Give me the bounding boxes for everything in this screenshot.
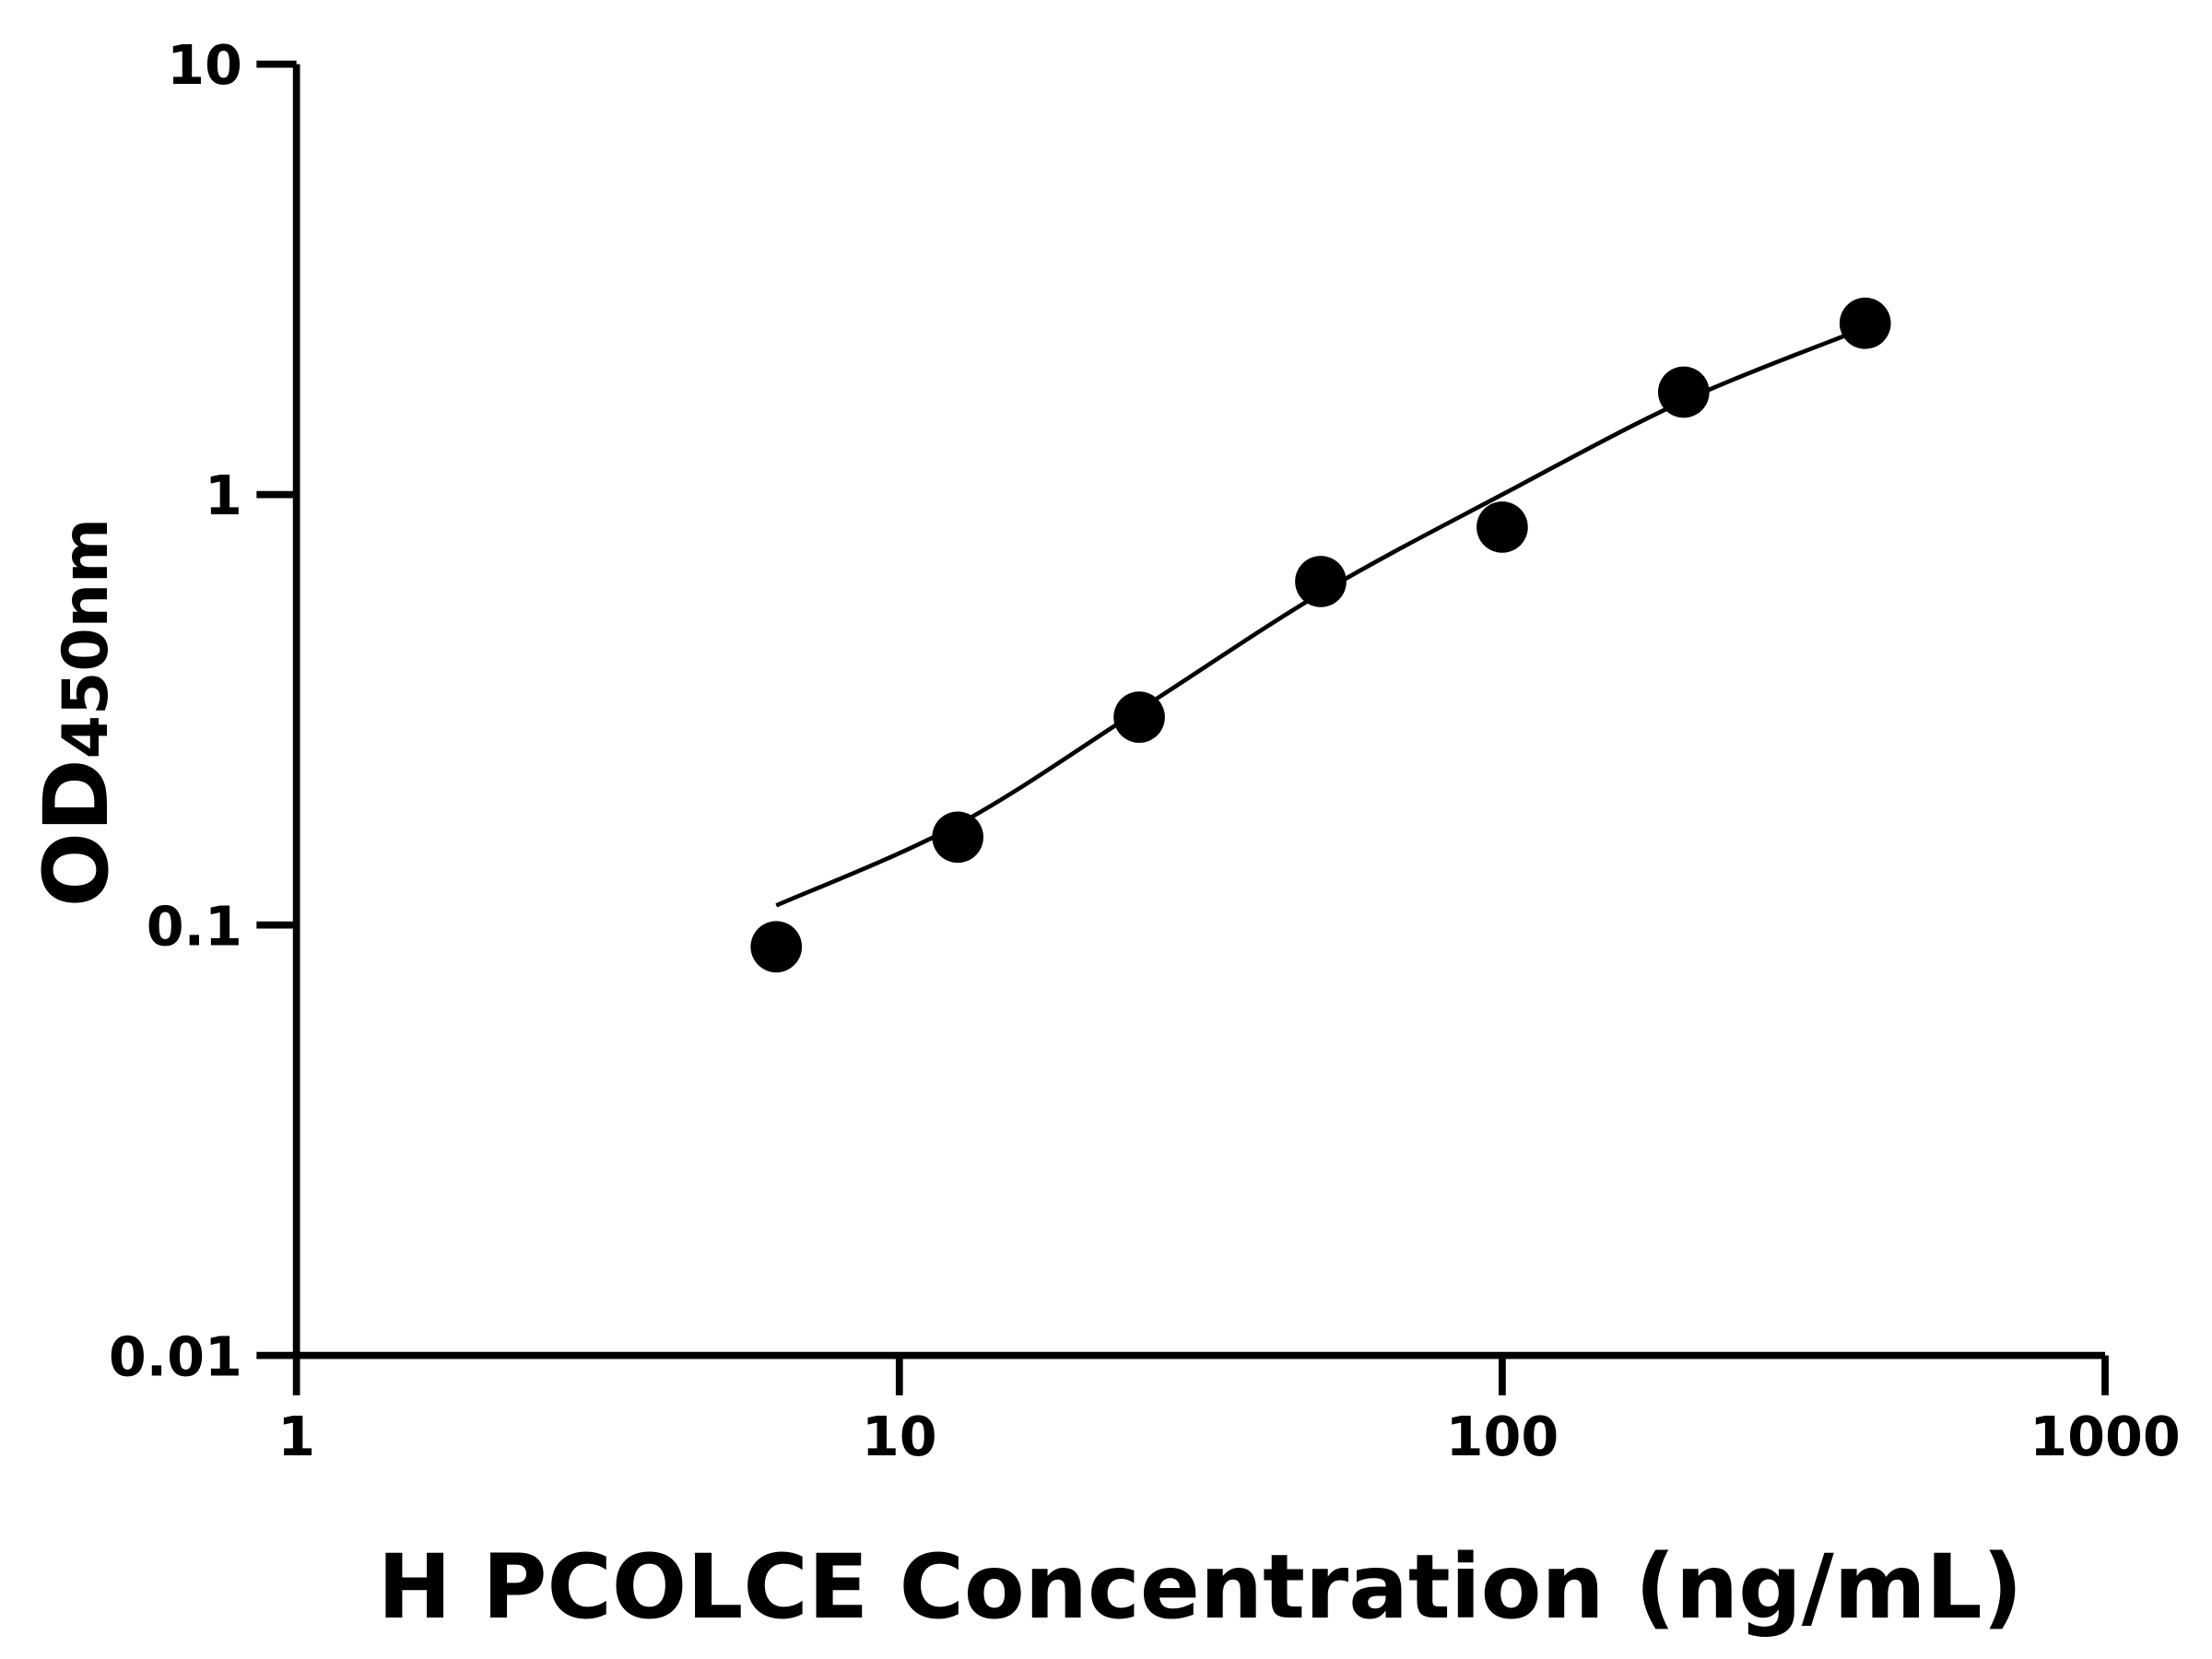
data-points	[750, 297, 1891, 973]
data-point	[1113, 691, 1165, 743]
y-tick-label: 0.1	[147, 894, 242, 958]
y-tick-label: 10	[167, 33, 242, 97]
x-tick-label: 1	[277, 1405, 315, 1468]
data-point	[1295, 556, 1347, 607]
y-axis-label: OD450nm	[25, 518, 128, 907]
y-axis-label-sub: 450nm	[50, 518, 123, 759]
x-tick-label: 1000	[2030, 1405, 2181, 1468]
data-point	[932, 811, 983, 864]
data-point	[1839, 297, 1891, 349]
axes	[292, 64, 2106, 1359]
data-point	[1477, 501, 1528, 553]
x-axis-label: H PCOLCE Concentration (ng/mL)	[378, 1535, 2023, 1639]
y-tick-label: 0.01	[109, 1324, 242, 1388]
data-point	[750, 921, 803, 973]
y-tick-label: 1	[205, 464, 242, 527]
ticks: 1 10 100 1000 0.01 0.1 1 10	[109, 33, 2181, 1468]
y-axis-label-main: OD	[25, 759, 128, 907]
x-tick-label: 10	[862, 1405, 937, 1468]
fit-curve	[775, 325, 1866, 908]
x-tick-label: 100	[1446, 1405, 1559, 1468]
data-point	[1657, 366, 1710, 418]
